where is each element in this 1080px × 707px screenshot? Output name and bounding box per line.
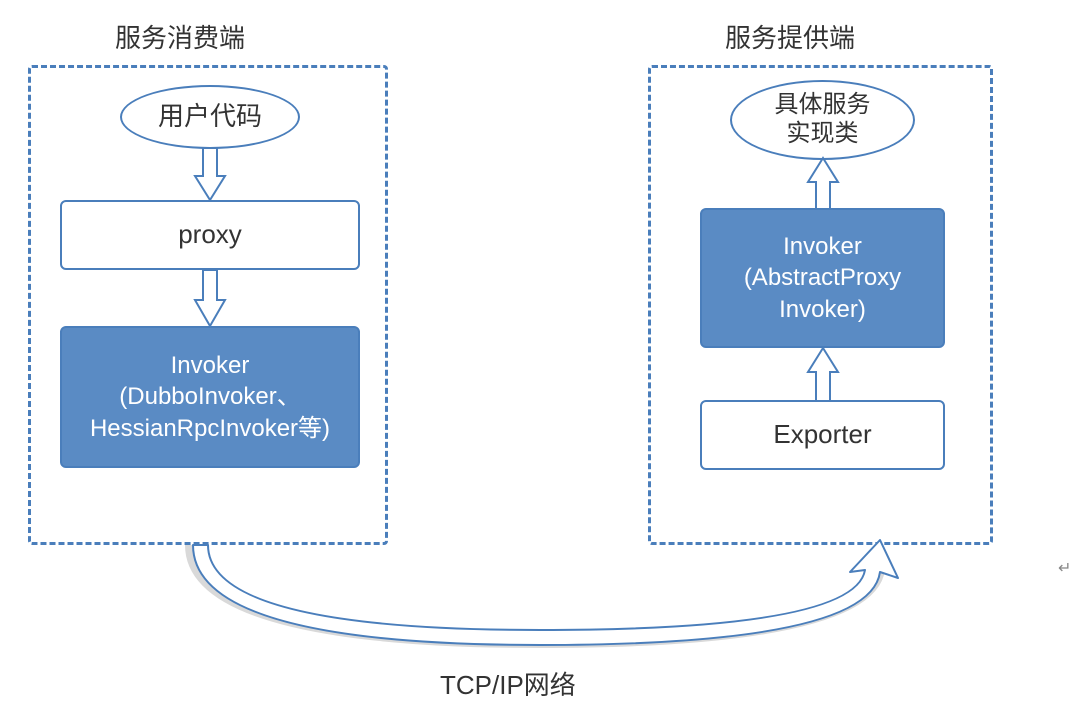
consumer-title: 服务消费端 <box>115 18 245 55</box>
provider-invoker-line2: (AbstractProxy <box>744 262 901 293</box>
network-label: TCP/IP网络 <box>440 665 576 702</box>
service-impl-line1: 具体服务 <box>775 91 871 120</box>
service-impl-node: 具体服务 实现类 <box>730 80 915 160</box>
proxy-label: proxy <box>178 218 242 252</box>
proxy-node: proxy <box>60 200 360 270</box>
provider-invoker-line1: Invoker <box>744 231 901 262</box>
exporter-label: Exporter <box>773 418 871 452</box>
consumer-invoker-node: Invoker (DubboInvoker、 HessianRpcInvoker… <box>60 326 360 468</box>
provider-invoker-node: Invoker (AbstractProxy Invoker) <box>700 208 945 348</box>
service-impl-line2: 实现类 <box>775 120 871 149</box>
arrow-exporter-invoker <box>808 348 838 402</box>
consumer-invoker-line1: Invoker <box>90 350 330 381</box>
provider-title: 服务提供端 <box>725 18 855 55</box>
user-code-label: 用户代码 <box>158 101 262 132</box>
network-curve-arrow <box>180 540 900 660</box>
consumer-invoker-line2: (DubboInvoker、 <box>90 381 330 412</box>
user-code-node: 用户代码 <box>120 85 300 149</box>
arrow-usercode-proxy <box>195 148 225 202</box>
exporter-node: Exporter <box>700 400 945 470</box>
arrow-invoker-service <box>808 158 838 210</box>
return-char-icon: ↵ <box>1058 558 1071 578</box>
provider-invoker-line3: Invoker) <box>744 294 901 325</box>
consumer-invoker-line3: HessianRpcInvoker等) <box>90 413 330 444</box>
arrow-proxy-invoker <box>195 270 225 328</box>
